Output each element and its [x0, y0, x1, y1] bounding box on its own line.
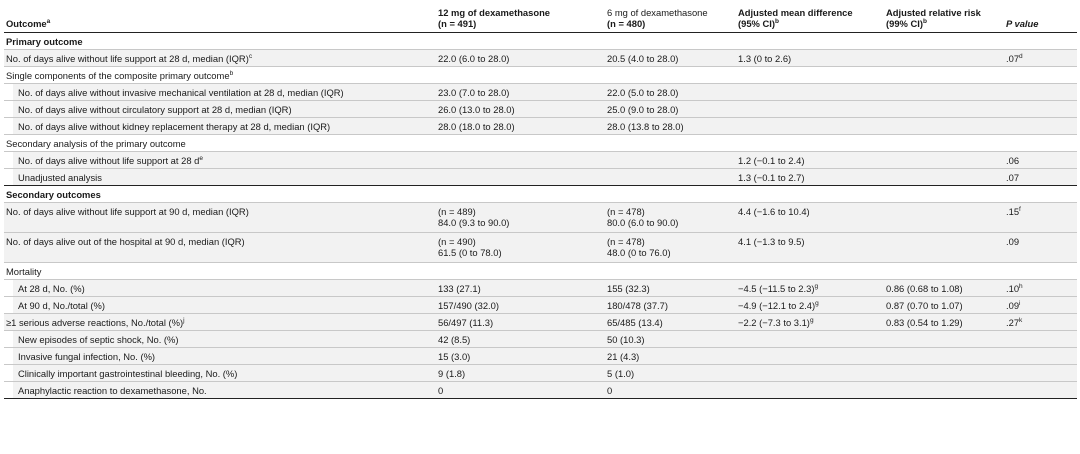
table-row: No. of days alive without invasive mecha… [4, 83, 1077, 101]
header-row: Outcomea 12 mg of dexamethasone (n = 491)… [4, 5, 1077, 33]
table-row: No. of days alive without circulatory su… [4, 100, 1077, 118]
table-row: At 28 d, No. (%) 133 (27.1) 155 (32.3) −… [4, 279, 1077, 297]
table-row: No. of days alive without life support a… [4, 49, 1077, 67]
table-row: Invasive fungal infection, No. (%) 15 (3… [4, 347, 1077, 365]
table-row: Unadjusted analysis 1.3 (−0.1 to 2.7) .0… [4, 168, 1077, 186]
group-single-components: Single components of the composite prima… [4, 66, 1077, 84]
table-row: Clinically important gastrointestinal bl… [4, 364, 1077, 382]
section-primary-outcome: Primary outcome [4, 32, 1077, 50]
table-row: Anaphylactic reaction to dexamethasone, … [4, 381, 1077, 399]
group-mortality: Mortality [4, 262, 1077, 280]
header-6mg: 6 mg of dexamethasone (n = 480) [605, 5, 736, 33]
table-row: No. of days alive without life support a… [4, 202, 1077, 233]
header-adjusted-relative-risk: Adjusted relative risk (99% CI)b [884, 5, 1004, 33]
table-row: No. of days alive without kidney replace… [4, 117, 1077, 135]
group-secondary-analysis: Secondary analysis of the primary outcom… [4, 134, 1077, 152]
results-table: Outcomea 12 mg of dexamethasone (n = 491)… [4, 5, 1077, 399]
table-row: New episodes of septic shock, No. (%) 42… [4, 330, 1077, 348]
header-outcome: Outcomea [4, 5, 436, 33]
table-row: No. of days alive without life support a… [4, 151, 1077, 169]
table-row: At 90 d, No./total (%) 157/490 (32.0) 18… [4, 296, 1077, 314]
header-p-value: P value [1004, 5, 1077, 33]
section-secondary-outcomes: Secondary outcomes [4, 185, 1077, 203]
table-row: ≥1 serious adverse reactions, No./total … [4, 313, 1077, 331]
header-12mg: 12 mg of dexamethasone (n = 491) [436, 5, 605, 33]
table-row: No. of days alive out of the hospital at… [4, 232, 1077, 263]
header-adjusted-mean-difference: Adjusted mean difference (95% CI)b [736, 5, 884, 33]
